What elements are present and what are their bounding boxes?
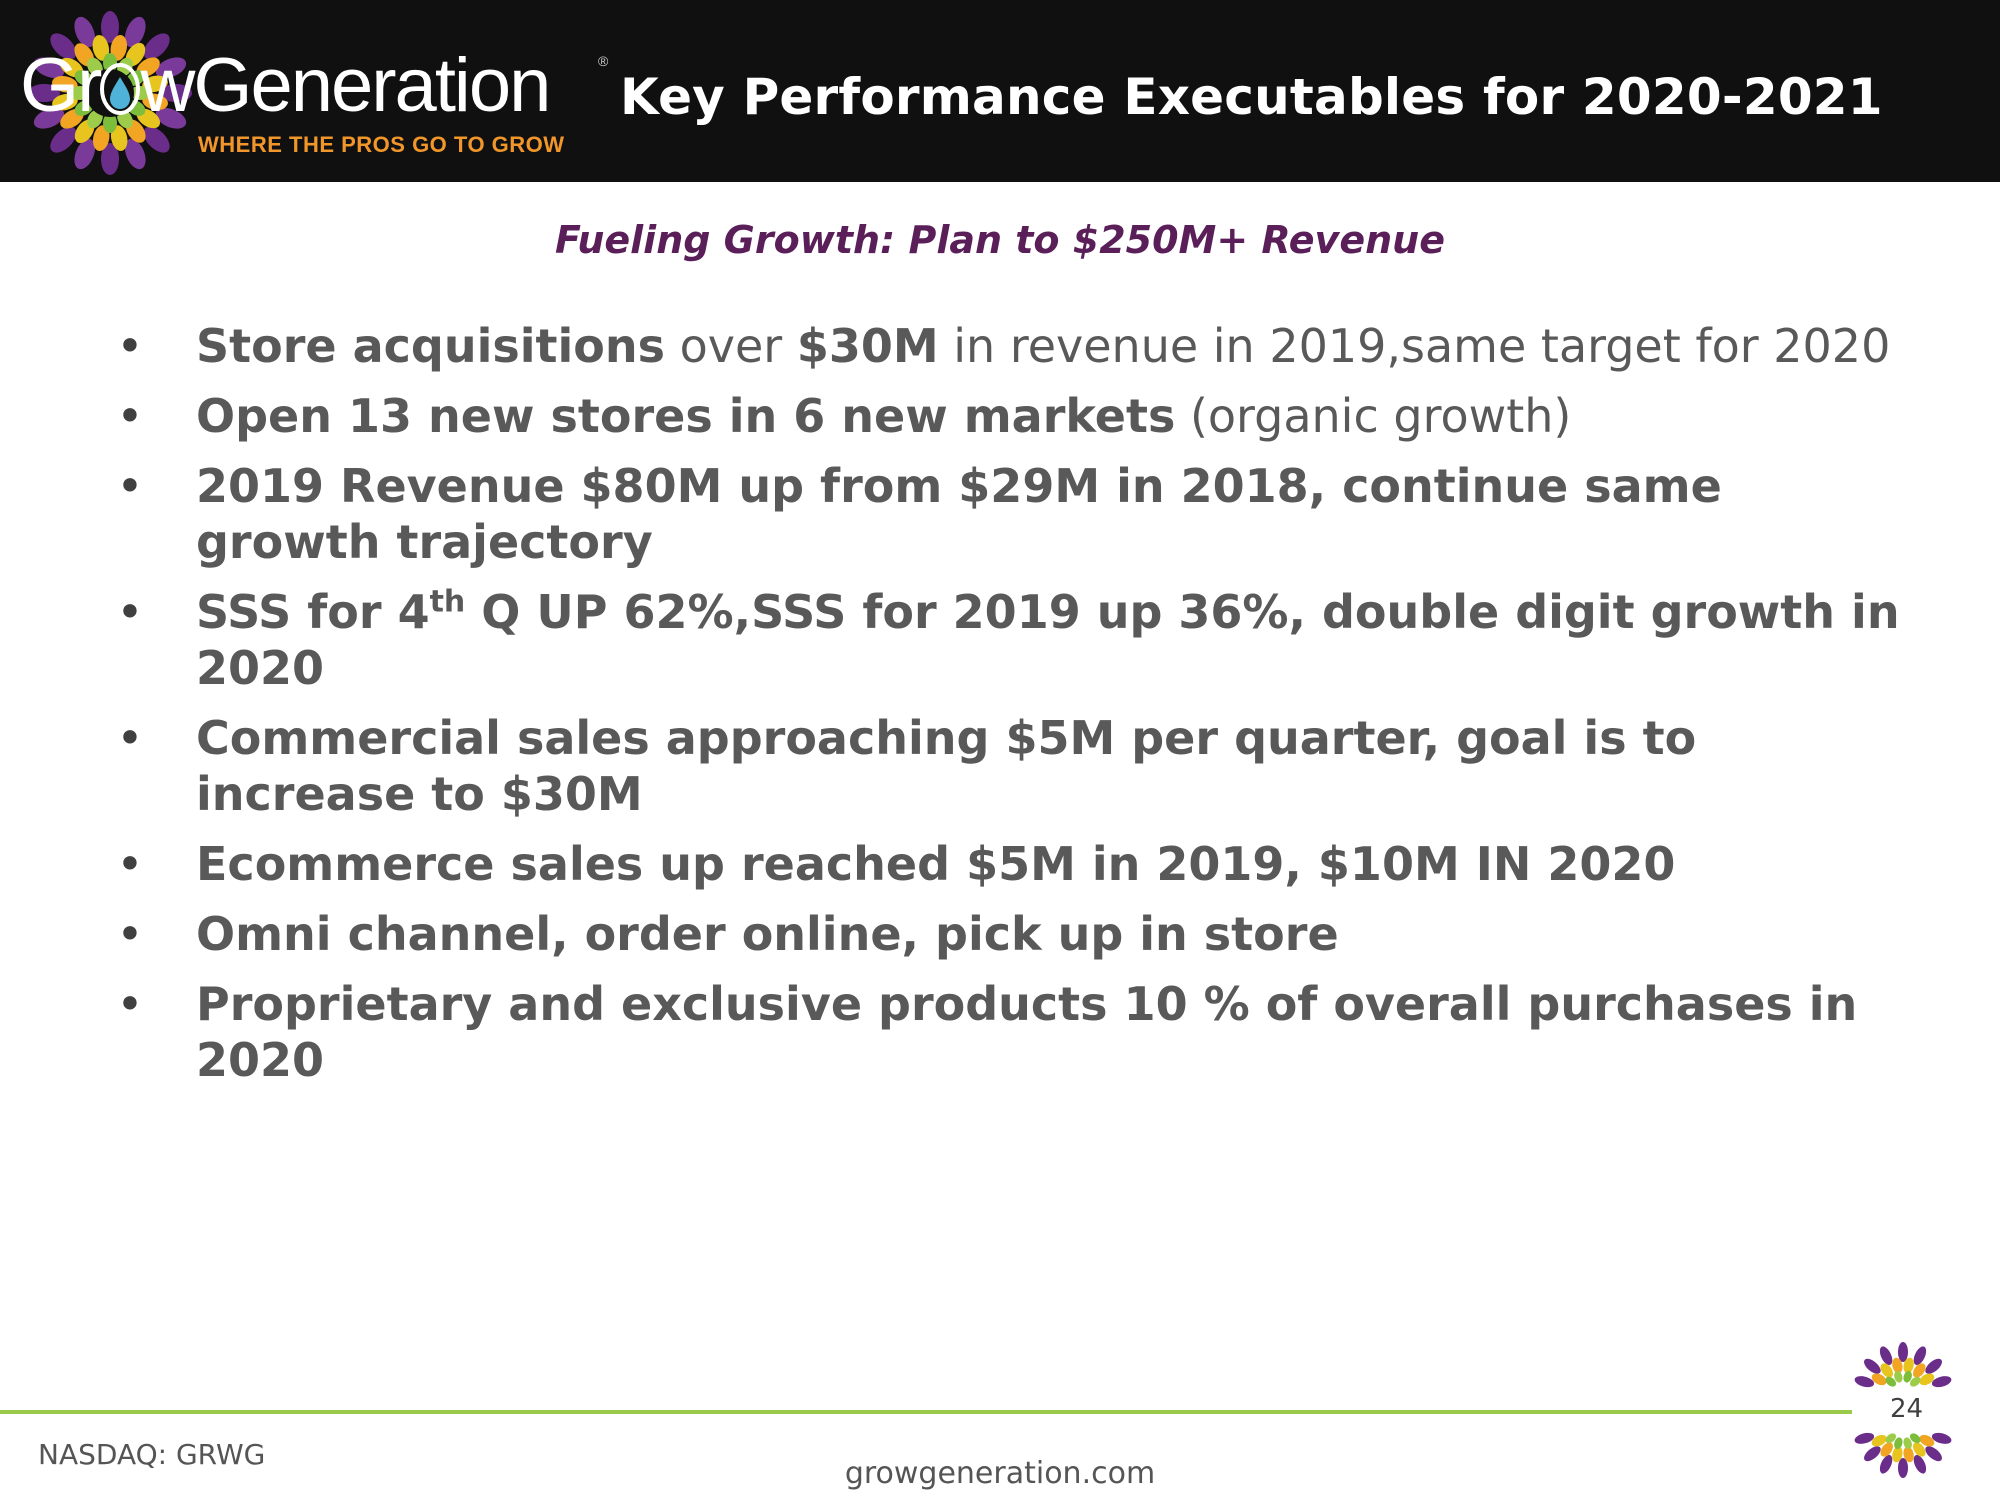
bullet-marker: •: [116, 389, 144, 443]
registered-mark: ®: [598, 53, 609, 69]
bullet-item: • 2019 Revenue $80M up from $29M in 2018,…: [110, 458, 1910, 570]
bullet-text: (organic growth): [1175, 389, 1572, 443]
bullet-text: Omni channel, order online, pick up in s…: [196, 907, 1339, 961]
bullet-item: • Ecommerce sales up reached $5M in 2019,…: [110, 836, 1910, 892]
logo-tagline: WHERE THE PROS GO TO GROW: [198, 132, 565, 157]
bullet-item: • Omni channel, order online, pick up in …: [110, 906, 1910, 962]
logo-name-part1: Gr: [20, 43, 102, 128]
bullet-marker: •: [116, 585, 144, 639]
bullet-marker: •: [116, 711, 144, 765]
bullet-item: • Commercial sales approaching $5M per qu…: [110, 710, 1910, 822]
water-drop-icon: [100, 54, 141, 115]
bullet-text: $30M: [796, 319, 939, 373]
bullet-item: • Open 13 new stores in 6 new markets (or…: [110, 388, 1910, 444]
bullet-text: Store acquisitions: [196, 319, 666, 373]
bullet-text: th: [429, 584, 466, 620]
bullet-text: Open 13 new stores in 6 new markets: [196, 389, 1176, 443]
flower-ornament-bottom-icon: [1854, 1432, 1952, 1478]
bullet-text: Ecommerce sales up reached $5M in 2019, …: [196, 837, 1676, 891]
slide-header: Gr wGeneration ® WHERE THE PROS GO TO GRO…: [0, 0, 2000, 182]
logo-wordmark: Gr wGeneration: [20, 48, 551, 124]
slide-subtitle: Fueling Growth: Plan to $250M+ Revenue: [555, 218, 1445, 262]
bullet-marker: •: [116, 907, 144, 961]
bullet-item: • Store acquisitions over $30M in revenue…: [110, 318, 1910, 374]
slide-title: Key Performance Executables for 2020-202…: [620, 68, 1883, 126]
footer-divider: [0, 1410, 1852, 1414]
bullet-text: Commercial sales approaching $5M per qua…: [196, 711, 1697, 821]
growgeneration-logo: Gr wGeneration ® WHERE THE PROS GO TO GRO…: [20, 8, 610, 178]
bullet-text: in revenue in 2019,same target for 2020: [938, 319, 1891, 373]
bullet-text: Q UP 62%,SSS for 2019 up 36%, double dig…: [196, 585, 1900, 695]
bullet-text: 2019 Revenue $80M up from $29M in 2018, …: [196, 459, 1722, 569]
page-number: 24: [1890, 1394, 1924, 1424]
logo-name-part2: wGeneration: [140, 43, 551, 128]
bullet-marker: •: [116, 837, 144, 891]
bullet-item: • Proprietary and exclusive products 10 %…: [110, 976, 1910, 1088]
bullet-item: • SSS for 4th Q UP 62%,SSS for 2019 up 36…: [110, 584, 1910, 696]
bullet-text: SSS for 4: [196, 585, 430, 639]
bullet-marker: •: [116, 459, 144, 513]
bullet-text: over: [665, 319, 797, 373]
bullet-marker: •: [116, 319, 144, 373]
bullet-marker: •: [116, 977, 144, 1031]
bullet-list: • Store acquisitions over $30M in revenue…: [110, 318, 1910, 1102]
footer-ticker: NASDAQ: GRWG: [38, 1438, 266, 1471]
bullet-text: Proprietary and exclusive products 10 % …: [196, 977, 1858, 1087]
flower-logo-icon: [28, 11, 192, 175]
footer-website: growgeneration.com: [844, 1456, 1156, 1491]
flower-ornament-top-icon: [1854, 1342, 1952, 1388]
